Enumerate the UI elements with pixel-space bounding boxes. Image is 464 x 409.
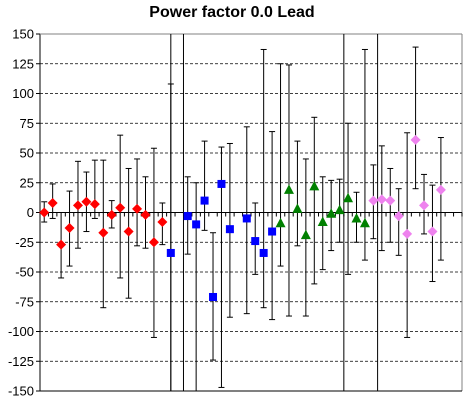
data-point-square (192, 220, 201, 229)
y-tick-label: 150 (12, 27, 34, 42)
data-point-triangle (292, 203, 303, 213)
data-point-square (225, 225, 234, 234)
y-tick-label: 75 (20, 116, 34, 131)
y-tick-label: -150 (8, 384, 34, 399)
y-tick-label: 0 (27, 205, 34, 220)
data-point-diamond (98, 227, 109, 238)
data-point-square (242, 214, 251, 223)
y-tick-label: 100 (12, 86, 34, 101)
y-tick-label: 125 (12, 56, 34, 71)
data-point-diamond (81, 196, 92, 207)
y-tick-label: -25 (15, 235, 34, 250)
data-point-diamond (393, 211, 404, 222)
data-point-diamond (72, 200, 83, 211)
data-point-diamond (132, 203, 143, 214)
y-tick-label: 25 (20, 175, 34, 190)
data-point-triangle (283, 184, 294, 194)
y-tick-label: -50 (15, 265, 34, 280)
data-point-triangle (334, 204, 345, 215)
y-tick-label: -100 (8, 324, 34, 339)
grid-lines (40, 63, 462, 362)
data-point-diamond (115, 202, 126, 213)
data-point-diamond (89, 199, 100, 210)
data-markers (39, 134, 446, 301)
data-point-diamond (419, 200, 430, 211)
data-point-diamond (123, 226, 134, 237)
y-tick-label: 50 (20, 146, 34, 161)
data-point-triangle (275, 217, 286, 228)
data-point-triangle (326, 208, 337, 218)
data-point-triangle (300, 229, 311, 240)
data-point-diamond (376, 194, 387, 205)
data-point-square (268, 227, 277, 236)
data-point-diamond (368, 195, 379, 206)
data-point-square (259, 248, 268, 257)
data-point-triangle (351, 212, 362, 223)
y-tick-label: -125 (8, 354, 34, 369)
y-tick-labels: 150 125 100 75 50 25 0 -25 -50 -75 -100 -125 -150 (8, 27, 34, 399)
data-point-diamond (435, 184, 446, 195)
data-point-diamond (106, 209, 117, 220)
data-point-triangle (317, 216, 328, 227)
data-point-square (251, 237, 260, 246)
data-point-triangle (309, 180, 320, 191)
data-point-diamond (427, 226, 438, 237)
data-point-diamond (47, 197, 58, 208)
data-point-square (183, 212, 192, 221)
data-point-triangle (343, 192, 354, 203)
error-bars (41, 46, 444, 391)
data-point-diamond (64, 222, 75, 233)
data-point-square (166, 248, 175, 257)
data-point-square (209, 292, 218, 301)
data-point-diamond (410, 134, 421, 145)
data-point-diamond (56, 239, 67, 250)
data-point-diamond (385, 195, 396, 206)
data-point-square (217, 179, 226, 188)
chart-title: Power factor 0.0 Lead (149, 4, 315, 21)
data-point-diamond (39, 207, 50, 218)
data-point-diamond (140, 209, 151, 220)
data-point-diamond (402, 228, 413, 239)
data-point-diamond (157, 217, 168, 228)
data-point-square (200, 196, 209, 205)
data-point-triangle (359, 217, 370, 228)
y-tick-label: -75 (15, 294, 34, 309)
data-point-diamond (148, 237, 159, 248)
